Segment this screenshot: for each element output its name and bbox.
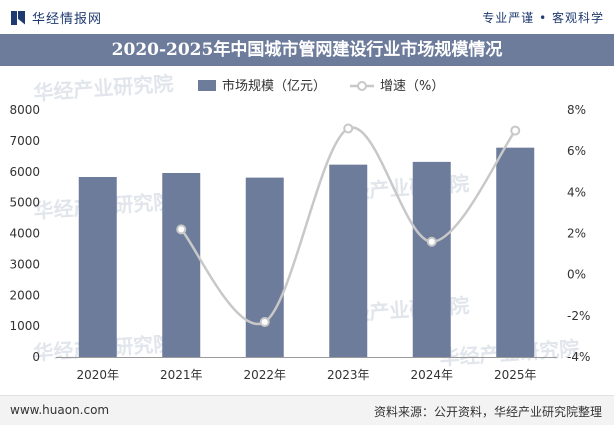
footer-source: 资料来源：公开资料，华经产业研究院整理 xyxy=(373,405,602,419)
y-right-tick-label: 0% xyxy=(567,268,586,282)
y-left-tick-label: 4000 xyxy=(9,227,40,241)
brand-logo-icon xyxy=(10,10,26,26)
y-right-tick-label: 8% xyxy=(567,103,586,117)
y-left-tick-label: 8000 xyxy=(9,103,40,117)
slogan: 专业严谨 • 客观科学 xyxy=(482,11,604,25)
growth-point xyxy=(426,236,437,247)
footer-url[interactable]: www.huaon.com xyxy=(10,403,110,417)
y-right-tick-label: 6% xyxy=(567,144,586,158)
x-tick-label: 2021年 xyxy=(160,368,203,382)
top-bar: 华经情报网 专业严谨 • 客观科学 xyxy=(0,0,614,34)
legend-line-label: 增速（%） xyxy=(380,79,444,94)
growth-point xyxy=(510,125,521,136)
growth-point xyxy=(176,224,187,235)
y-left-tick-label: 3000 xyxy=(9,257,40,271)
y-right-tick-label: 2% xyxy=(567,227,586,241)
x-tick-label: 2023年 xyxy=(327,368,370,382)
y-left-tick-label: 1000 xyxy=(9,319,40,333)
y-right-tick-label: 4% xyxy=(567,185,586,199)
y-right-tick-label: -4% xyxy=(567,350,590,364)
y-left-tick-label: 0 xyxy=(32,350,40,364)
y-left-tick-label: 2000 xyxy=(9,288,40,302)
bar xyxy=(496,147,535,357)
x-tick-label: 2022年 xyxy=(243,368,286,382)
y-left-tick-label: 6000 xyxy=(9,165,40,179)
legend-bar-label: 市场规模（亿元） xyxy=(222,78,326,94)
bar xyxy=(162,172,201,357)
footer: www.huaon.com 资料来源：公开资料，华经产业研究院整理 xyxy=(0,395,614,425)
watermark-text: 华经产业研究院 xyxy=(33,71,174,105)
brand: 华经情报网 xyxy=(10,8,102,27)
growth-point xyxy=(259,317,270,328)
y-right-tick-label: -2% xyxy=(567,309,590,323)
bar xyxy=(412,161,451,357)
line-series xyxy=(176,123,521,328)
chart: 华经产业研究院华经产业研究院华经产业研究院华经产业研究院华经产业研究院华经产业研… xyxy=(9,71,590,382)
legend: 市场规模（亿元） 增速（%） xyxy=(198,78,444,94)
bar-series xyxy=(78,147,535,357)
x-tick-label: 2025年 xyxy=(494,368,537,382)
title-bar: 2020-2025年中国城市管网建设行业市场规模情况 xyxy=(0,34,614,66)
chart-title: 2020-2025年中国城市管网建设行业市场规模情况 xyxy=(111,40,503,60)
y-left-tick-label: 7000 xyxy=(9,134,40,148)
brand-name: 华经情报网 xyxy=(32,12,103,27)
x-tick-label: 2020年 xyxy=(76,368,119,382)
legend-line-marker xyxy=(357,81,367,91)
bar xyxy=(245,177,284,357)
legend-bar-swatch xyxy=(198,80,216,91)
y-left-tick-label: 5000 xyxy=(9,196,40,210)
x-tick-label: 2024年 xyxy=(410,368,453,382)
bar xyxy=(78,176,117,357)
bar xyxy=(329,164,368,357)
growth-point xyxy=(343,123,354,134)
axes: 2020年 2021年 2022年 2023年 2024年 2025年 0 1000 2000 3… xyxy=(9,103,590,382)
